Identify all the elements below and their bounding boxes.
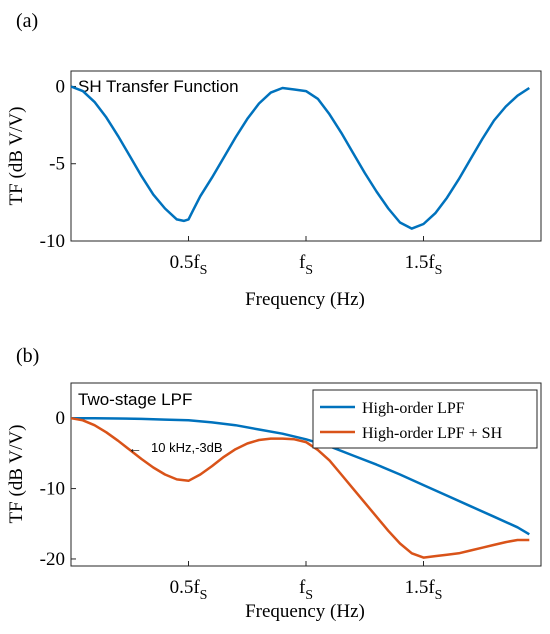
panel-a-axes-box (70, 70, 542, 242)
x-tick-label-subscript: S (435, 263, 443, 278)
x-tick-label-main: 0.5f (170, 252, 201, 273)
x-tick-label-main: 1.5f (405, 252, 436, 273)
panel-a-series (70, 85, 530, 230)
y-tick-label: -5 (49, 154, 65, 175)
legend-label-high-order-lpf: High-order LPF (362, 400, 465, 417)
panel-b-y-ticks: 0 -10 -20 (40, 408, 76, 570)
panel-a-title: SH Transfer Function (78, 77, 239, 96)
y-tick-label: 0 (56, 76, 66, 97)
x-tick-label-subscript: S (200, 263, 208, 278)
series-line-1 (70, 416, 530, 559)
legend-box (312, 389, 538, 449)
panel-b-title: Two-stage LPF (78, 390, 192, 409)
annotation-arrow: ← (128, 440, 142, 456)
panel-a-label: (a) (16, 10, 38, 32)
x-tick-label: fS (299, 252, 313, 278)
panel-a-x-ticks: 0.5fS fS 1.5fS (170, 236, 443, 278)
x-tick-label: fS (299, 577, 313, 603)
panel-b-series (70, 416, 530, 559)
x-tick-label-main: 1.5f (405, 577, 436, 598)
x-tick-label-subscript: S (435, 588, 443, 603)
panel-a-y-ticks: 0 -5 -10 (40, 76, 76, 252)
x-tick-label-subscript: S (200, 588, 208, 603)
x-tick-label-main: f (299, 577, 306, 598)
x-tick-label-main: 0.5f (170, 577, 201, 598)
x-tick-label-main: f (299, 252, 306, 273)
x-tick-label: 0.5fS (170, 252, 208, 278)
annotation-text: 10 kHz,-3dB (151, 440, 223, 455)
panel-b: (b) Two-stage LPF 0-10-20 0.5fS fS 1.5fS ←… (6, 345, 542, 622)
x-tick-label-subscript: S (305, 263, 313, 278)
y-tick-label: 0 (56, 408, 66, 429)
x-tick-label-subscript: S (305, 588, 313, 603)
x-tick-label: 0.5fS (170, 577, 208, 603)
y-tick-label: -10 (40, 479, 65, 500)
series-line-0 (70, 85, 530, 230)
series-line-0 (71, 416, 530, 536)
y-tick-label: -20 (40, 549, 65, 570)
y-tick-label: -10 (40, 231, 65, 252)
panel-b-label: (b) (16, 345, 39, 367)
panel-b-ylabel: TF (dB V/V) (6, 425, 27, 524)
legend: High-order LPF High-order LPF + SH (312, 389, 538, 449)
legend-label-high-order-lpf-sh: High-order LPF + SH (362, 425, 503, 442)
panel-b-xlabel: Frequency (Hz) (245, 601, 365, 622)
panel-b-x-ticks: 0.5fS fS 1.5fS (170, 561, 443, 603)
x-tick-label: 1.5fS (405, 252, 443, 278)
x-tick-label: 1.5fS (405, 577, 443, 603)
panel-a-xlabel: Frequency (Hz) (245, 289, 365, 310)
panel-a: (a) SH Transfer Function 0-5-10 0.5fS fS 1… (6, 10, 542, 310)
panel-a-ylabel: TF (dB V/V) (6, 107, 27, 206)
